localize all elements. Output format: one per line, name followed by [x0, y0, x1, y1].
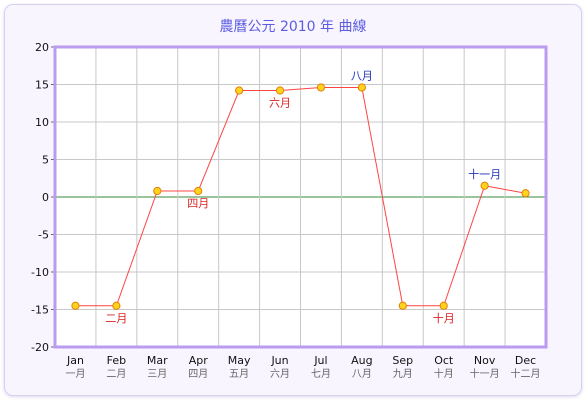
x-tick-label-secondary: 十二月: [511, 367, 541, 380]
x-tick-label: Sep: [392, 354, 413, 367]
y-tick-label: -10: [31, 266, 49, 279]
data-point: [316, 83, 326, 92]
data-point: [235, 86, 244, 95]
x-tick-label-secondary: 四月: [188, 368, 208, 380]
point-annotation: 二月: [105, 312, 127, 325]
data-point: [71, 301, 80, 310]
point-annotation: 八月: [351, 70, 373, 83]
x-tick-label-secondary: 九月: [393, 368, 413, 380]
x-tick-label: May: [228, 354, 251, 367]
y-tick-label: 5: [42, 154, 49, 167]
data-point: [275, 86, 285, 95]
x-tick-label: Nov: [474, 354, 496, 367]
x-tick-label-secondary: 十月: [434, 367, 454, 380]
data-series: [71, 83, 530, 310]
point-annotation: 十一月: [468, 167, 501, 181]
data-point: [521, 189, 530, 198]
data-point: [398, 301, 407, 310]
data-point: [480, 181, 489, 190]
plot-frame: [53, 45, 548, 349]
data-point: [153, 186, 162, 196]
y-tick-label: 0: [42, 191, 49, 204]
point-annotation: 六月: [269, 97, 291, 110]
x-tick-label: Jun: [270, 354, 288, 367]
x-tick-label-secondary: 七月: [311, 368, 331, 380]
x-tick-label: Jan: [66, 354, 84, 367]
x-tick-label: Mar: [147, 354, 168, 367]
data-point: [112, 301, 121, 310]
x-tick-label: Apr: [189, 354, 209, 367]
x-tick-label: Feb: [107, 354, 126, 367]
y-tick-label: -5: [38, 229, 49, 242]
y-axis: 20 15 10 5 0 -5 -10 -15 -20: [31, 41, 55, 354]
x-tick-label-secondary: 六月: [270, 368, 290, 380]
x-tick-label: Dec: [515, 354, 536, 367]
y-tick-label: 15: [35, 79, 49, 92]
y-tick-label: 20: [35, 41, 49, 54]
point-annotation: 四月: [187, 197, 209, 210]
y-tick-label: 10: [35, 116, 49, 129]
x-tick-label-secondary: 一月: [65, 368, 85, 380]
x-tick-label-secondary: 十一月: [470, 367, 500, 380]
x-tick-label: Jul: [313, 354, 327, 367]
y-tick-label: -20: [31, 341, 49, 354]
y-tick-label: -15: [31, 304, 49, 317]
x-tick-label-secondary: 八月: [352, 368, 372, 380]
data-point: [194, 186, 203, 196]
data-point: [357, 83, 366, 92]
series-line: [75, 87, 526, 307]
gridlines: [55, 47, 546, 347]
x-tick-label: Oct: [434, 354, 454, 367]
chart-title: 農曆公元 2010 年 曲線: [219, 19, 367, 35]
x-tick-label: Aug: [351, 354, 372, 367]
data-point: [439, 301, 448, 310]
x-tick-label-secondary: 五月: [229, 368, 249, 380]
x-tick-label-secondary: 二月: [106, 368, 126, 380]
point-annotation: 十月: [433, 311, 455, 325]
x-tick-label-secondary: 三月: [147, 368, 167, 380]
